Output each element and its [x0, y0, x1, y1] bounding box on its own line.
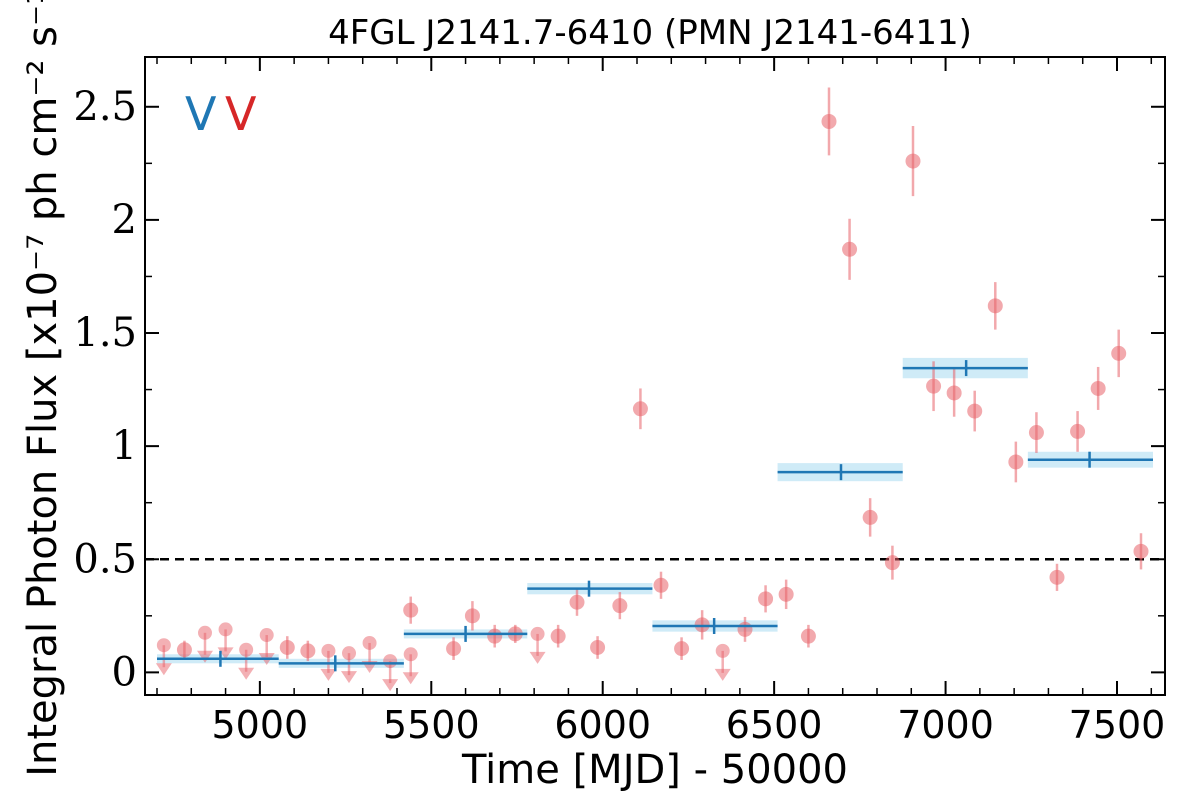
- data-point: [987, 298, 1003, 314]
- data-point: [1049, 569, 1065, 585]
- data-point: [1008, 454, 1024, 470]
- data-point: [758, 591, 774, 607]
- data-point: [612, 598, 628, 614]
- y-tick-label: 1.5: [73, 310, 137, 356]
- y-tick-label: 2: [112, 197, 137, 243]
- plot-area: 5000 5500 6000 6500 7000 7500 0 0.5 1 1.5 2 2.5: [73, 57, 1165, 747]
- chart-title: 4FGL J2141.7-6410 (PMN J2141-6411): [328, 13, 972, 53]
- upper-limit-arrow: [402, 672, 419, 685]
- data-point: [176, 642, 192, 658]
- upper-limit-arrow: [155, 663, 172, 676]
- y-tick-label: 0: [112, 649, 137, 695]
- legend-marker-red: V: [225, 87, 257, 141]
- data-point: [842, 241, 858, 257]
- y-tick-label: 1: [112, 423, 137, 469]
- x-tick-label: 5500: [383, 703, 480, 747]
- data-point: [674, 641, 690, 657]
- data-point: [884, 555, 900, 571]
- data-point: [487, 628, 503, 644]
- upper-limit-arrow: [529, 651, 546, 664]
- data-point: [862, 509, 878, 525]
- data-point: [1090, 380, 1106, 396]
- x-tick-label: 6000: [554, 703, 651, 747]
- data-point: [778, 586, 794, 602]
- upper-limit-arrow: [197, 650, 213, 663]
- y-tick-label: 0.5: [73, 536, 137, 582]
- data-point: [926, 378, 942, 394]
- x-tick-label: 5000: [211, 703, 308, 747]
- data-point: [905, 153, 921, 169]
- data-point: [1070, 423, 1086, 439]
- data-point: [1133, 543, 1149, 559]
- upper-limit-arrow: [320, 668, 337, 681]
- x-tick-label: 7000: [897, 703, 994, 747]
- upper-limit-arrow: [238, 667, 255, 680]
- x-tick-label: 7500: [1069, 703, 1166, 747]
- data-point: [403, 602, 419, 618]
- upper-limit-arrow: [217, 647, 234, 660]
- data-point: [1028, 425, 1044, 441]
- y-axis-label: Integral Photon Flux [x10⁻⁷ ph cm⁻² s⁻¹]: [20, 0, 66, 777]
- data-point: [967, 403, 983, 419]
- data-point: [653, 577, 669, 593]
- data-point: [279, 639, 295, 655]
- data-point: [464, 608, 480, 624]
- legend-marker-blue: V: [185, 87, 217, 141]
- data-point: [946, 385, 962, 401]
- data-point: [737, 621, 753, 637]
- x-tick-label: 6500: [726, 703, 823, 747]
- upper-limit-arrow: [341, 671, 357, 684]
- data-point: [569, 594, 585, 610]
- data-point: [446, 641, 462, 657]
- data-point: [800, 628, 816, 644]
- x-axis-label: Time [MJD] - 50000: [461, 747, 848, 793]
- data-point: [550, 628, 566, 644]
- data-point: [300, 643, 316, 659]
- data-point: [590, 639, 606, 655]
- y-tick-label: 2.5: [73, 84, 137, 130]
- data-point: [1111, 345, 1127, 361]
- upper-limit-arrow: [714, 668, 731, 681]
- data-point: [632, 401, 648, 417]
- plot-frame: [144, 56, 1166, 696]
- data-point: [821, 113, 837, 129]
- upper-limit-arrow: [382, 679, 399, 692]
